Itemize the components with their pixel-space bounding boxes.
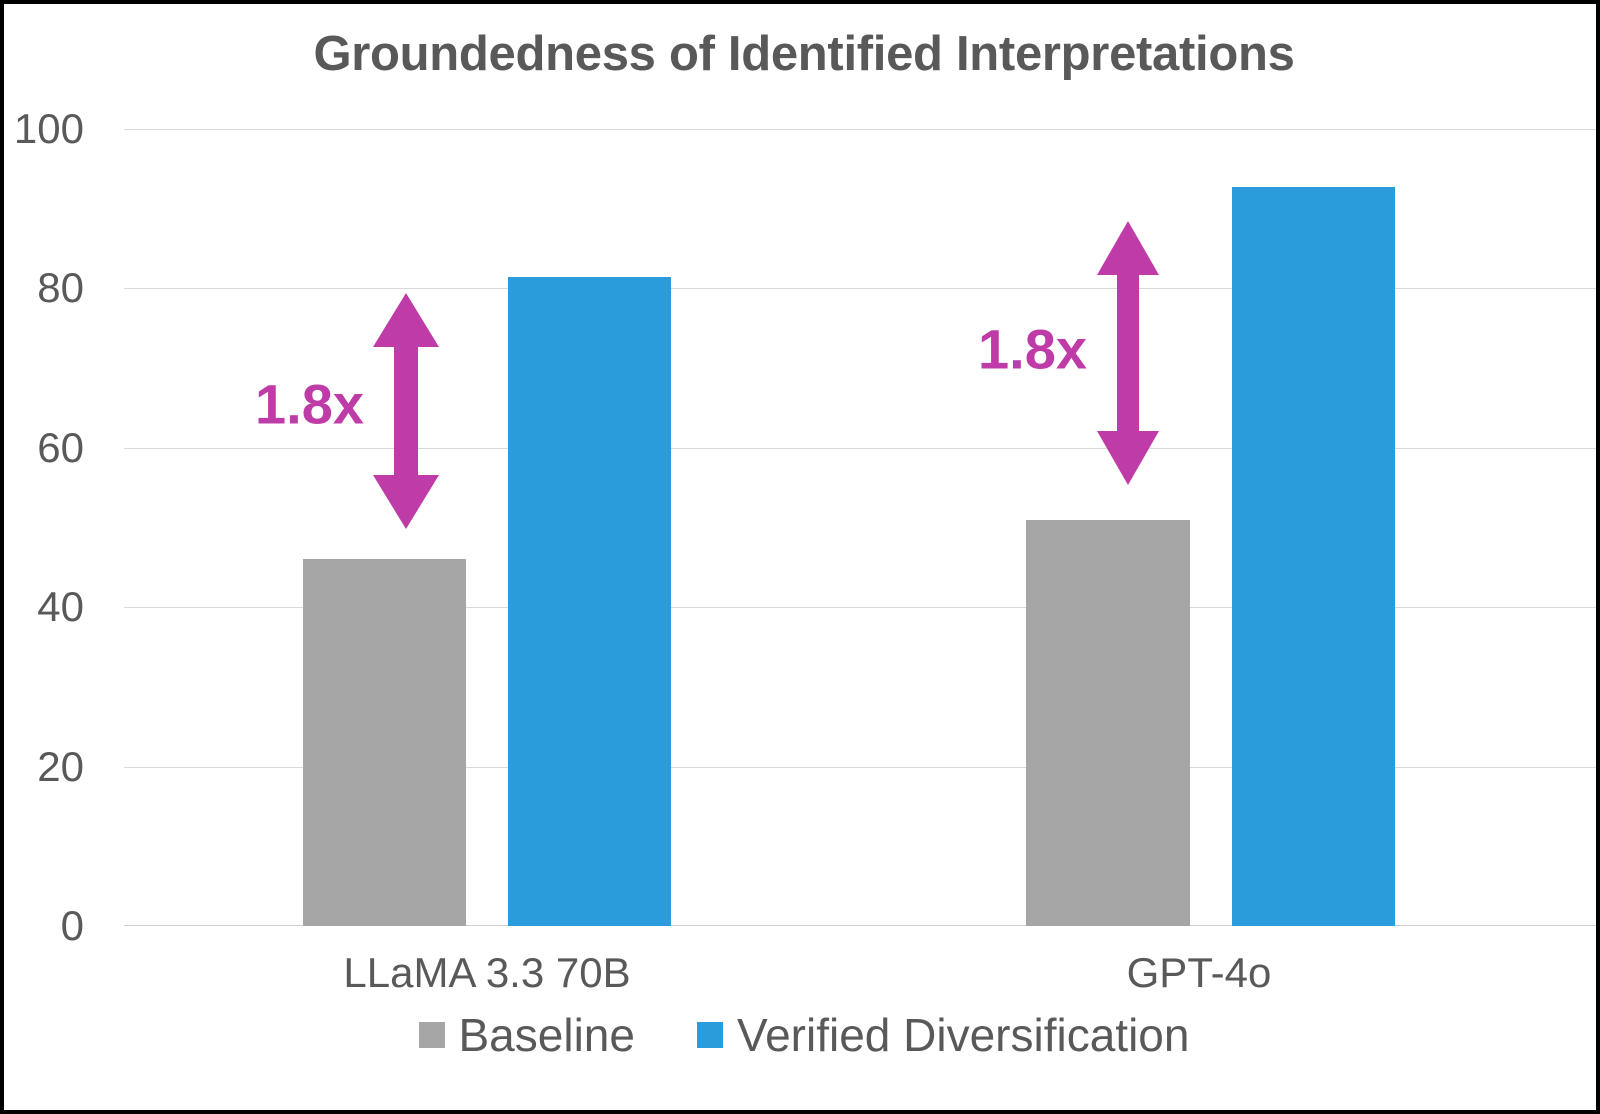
- growth-arrow-llama: [373, 293, 439, 529]
- legend-item-verified-diversification[interactable]: Verified Diversification: [696, 1009, 1190, 1061]
- x-axis-category-gpt4o: GPT-4o: [1126, 949, 1272, 996]
- y-axis-tick-0: 0: [60, 902, 84, 949]
- gridline-80: [124, 288, 1596, 289]
- legend-swatch-icon-baseline: [418, 1022, 445, 1048]
- y-axis-tick-20: 20: [37, 743, 84, 790]
- gridline-60: [124, 448, 1596, 449]
- bar-llama-baseline[interactable]: [303, 559, 466, 926]
- y-axis-tick-40: 40: [37, 583, 84, 630]
- bar-llama-verified-diversification[interactable]: [508, 277, 671, 926]
- page-title: Groundedness of Identified Interpretatio…: [313, 27, 1295, 81]
- legend-swatch-icon-verified-diversification: [696, 1022, 723, 1048]
- gridline-0: [124, 925, 1596, 926]
- y-axis-tick-100: 100: [13, 105, 84, 152]
- legend-label-verified-diversification: Verified Diversification: [736, 1009, 1190, 1061]
- plot-area: 1.8x 1.8x: [124, 129, 1596, 926]
- growth-arrow-gpt4o: [1097, 221, 1159, 485]
- legend: Baseline Verified Diversification: [4, 1009, 1596, 1061]
- y-axis-tick-80: 80: [37, 264, 84, 311]
- legend-item-baseline[interactable]: Baseline: [418, 1009, 635, 1061]
- gridline-40: [124, 607, 1596, 608]
- growth-label-llama: 1.8x: [255, 372, 364, 436]
- bar-gpt4o-baseline[interactable]: [1026, 520, 1190, 926]
- gridline-100: [124, 129, 1596, 130]
- bar-gpt4o-verified-diversification[interactable]: [1232, 187, 1395, 926]
- x-axis-category-llama: LLaMA 3.3 70B: [343, 949, 631, 996]
- legend-label-baseline: Baseline: [458, 1009, 635, 1061]
- growth-label-gpt4o: 1.8x: [978, 317, 1087, 381]
- y-axis-tick-60: 60: [37, 424, 84, 471]
- gridline-20: [124, 767, 1596, 768]
